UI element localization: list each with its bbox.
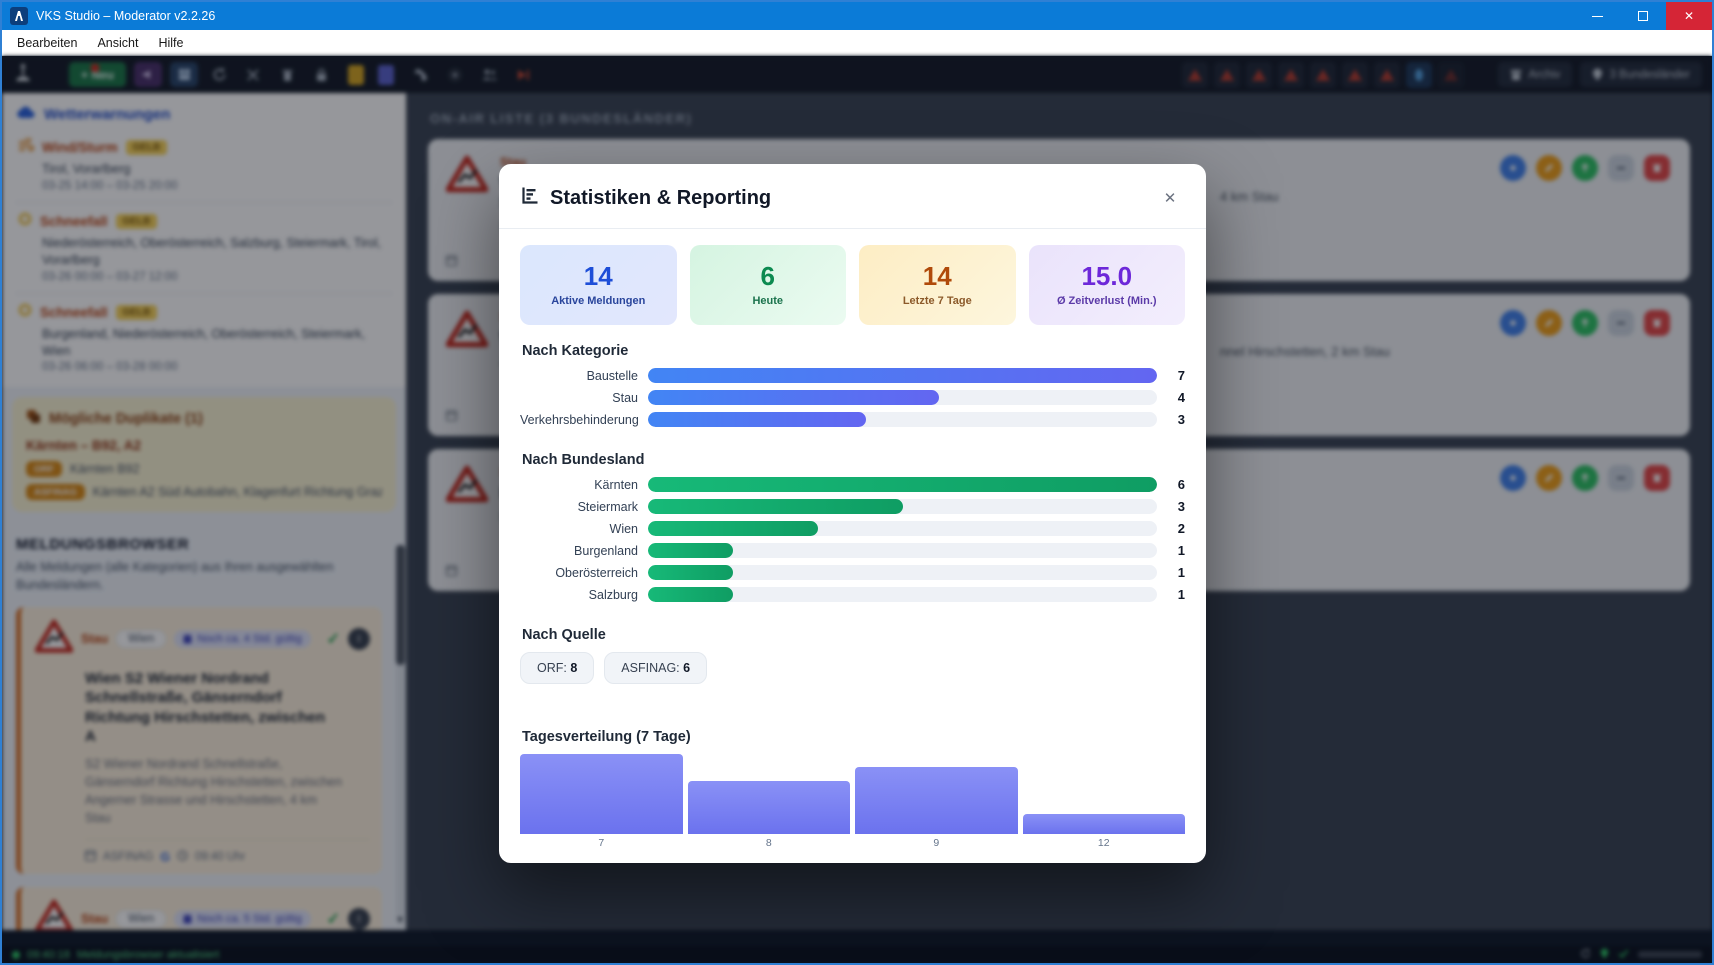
stat-bar-track [648,543,1157,558]
stat-bar-track [648,412,1157,427]
stat-bar-label: Salzburg [520,588,648,602]
stat-bar-value: 4 [1157,390,1185,405]
kpi-value: 6 [761,263,775,289]
stat-bar-value: 2 [1157,521,1185,536]
stat-bar-label: Steiermark [520,500,648,514]
daily-bar [1023,814,1186,834]
maximize-button[interactable] [1620,2,1666,30]
minimize-button[interactable] [1574,2,1620,30]
stat-bar-fill [648,368,1157,383]
bar-chart-icon [521,186,540,210]
daily-chart-labels: 789 12 [520,837,1185,849]
kpi-value: 15.0 [1081,263,1132,289]
stat-bar-label: Baustelle [520,369,648,383]
stat-bar-track [648,477,1157,492]
stat-bar-row: Stau 4 [520,390,1185,405]
stat-bar-row: Burgenland 1 [520,543,1185,558]
stat-bar-track [648,565,1157,580]
stat-bar-value: 6 [1157,477,1185,492]
stat-bar-fill [648,477,1157,492]
stat-bar-track [648,499,1157,514]
stat-bar-fill [648,390,939,405]
stat-bar-value: 3 [1157,412,1185,427]
stat-bar-row: Steiermark 3 [520,499,1185,514]
daily-bar-label: 7 [520,837,683,849]
stat-bar-fill [648,499,903,514]
stat-bar-label: Wien [520,522,648,536]
statistics-modal: Statistiken & Reporting ✕ 14Aktive Meldu… [499,164,1206,863]
stat-bar-row: Oberösterreich 1 [520,565,1185,580]
stat-bar-track [648,521,1157,536]
kpi-value: 14 [584,263,613,289]
app-logo-icon [10,7,28,25]
stat-bar-row: Baustelle 7 [520,368,1185,383]
stat-bar-label: Burgenland [520,544,648,558]
daily-bar-label: 9 [855,837,1018,849]
stat-bar-row: Salzburg 1 [520,587,1185,602]
stat-bar-fill [648,521,818,536]
daily-bar-label: 8 [688,837,851,849]
kpi-card-violet: 15.0 Ø Zeitverlust (Min.) [1029,245,1186,325]
state-section-title: Nach Bundesland [522,452,1183,468]
daily-bar [688,781,851,834]
kpi-label: Heute [752,295,783,307]
stat-bar-value: 1 [1157,565,1185,580]
kpi-cards: 14Aktive Meldungen6Heute14Letzte 7 Tage1… [520,245,1185,325]
kpi-card-amber: 14 Letzte 7 Tage [859,245,1016,325]
stat-bar-fill [648,565,733,580]
window-title: VKS Studio – Moderator v2.2.26 [36,9,215,23]
kpi-label: Ø Zeitverlust (Min.) [1057,295,1157,307]
kpi-card-green: 6 Heute [690,245,847,325]
daily-section-title: Tagesverteilung (7 Tage) [522,729,1183,745]
source-pill-orf[interactable]: ORF: 8 [520,652,594,684]
source-pill-value: 6 [683,661,690,675]
close-window-button[interactable]: ✕ [1666,2,1712,30]
stat-bar-value: 1 [1157,543,1185,558]
kpi-label: Aktive Meldungen [551,295,645,307]
stat-bar-fill [648,543,733,558]
kpi-label: Letzte 7 Tage [903,295,972,307]
stat-bar-value: 7 [1157,368,1185,383]
source-pill-asfinag[interactable]: ASFINAG: 6 [604,652,707,684]
stat-bar-label: Stau [520,391,648,405]
modal-title: Statistiken & Reporting [550,187,771,210]
stat-bar-fill [648,412,866,427]
daily-bar-label: 12 [1023,837,1186,849]
stat-bar-value: 3 [1157,499,1185,514]
stat-bar-row: Verkehrsbehinderung 3 [520,412,1185,427]
menu-item-bearbeiten[interactable]: Bearbeiten [8,32,86,54]
menubar: BearbeitenAnsichtHilfe [2,30,1712,56]
source-section-title: Nach Quelle [522,627,1183,643]
stat-bar-fill [648,587,733,602]
menu-item-ansicht[interactable]: Ansicht [88,32,147,54]
stat-bar-label: Oberösterreich [520,566,648,580]
daily-bar [855,767,1018,834]
stat-bar-value: 1 [1157,587,1185,602]
modal-close-button[interactable]: ✕ [1156,184,1184,212]
daily-distribution-chart [520,754,1185,834]
stat-bar-track [648,587,1157,602]
kpi-value: 14 [923,263,952,289]
titlebar: VKS Studio – Moderator v2.2.26 ✕ [2,2,1712,30]
source-pill-value: 8 [570,661,577,675]
kpi-card-blue: 14 Aktive Meldungen [520,245,677,325]
stat-bar-label: Verkehrsbehinderung [520,413,648,427]
menu-item-hilfe[interactable]: Hilfe [149,32,192,54]
daily-bar [520,754,683,834]
stat-bar-track [648,390,1157,405]
stat-bar-track [648,368,1157,383]
stat-bar-row: Wien 2 [520,521,1185,536]
app-window: VKS Studio – Moderator v2.2.26 ✕ Bearbei… [0,0,1714,965]
stat-bar-row: Kärnten 6 [520,477,1185,492]
category-section-title: Nach Kategorie [522,343,1183,359]
stat-bar-label: Kärnten [520,478,648,492]
